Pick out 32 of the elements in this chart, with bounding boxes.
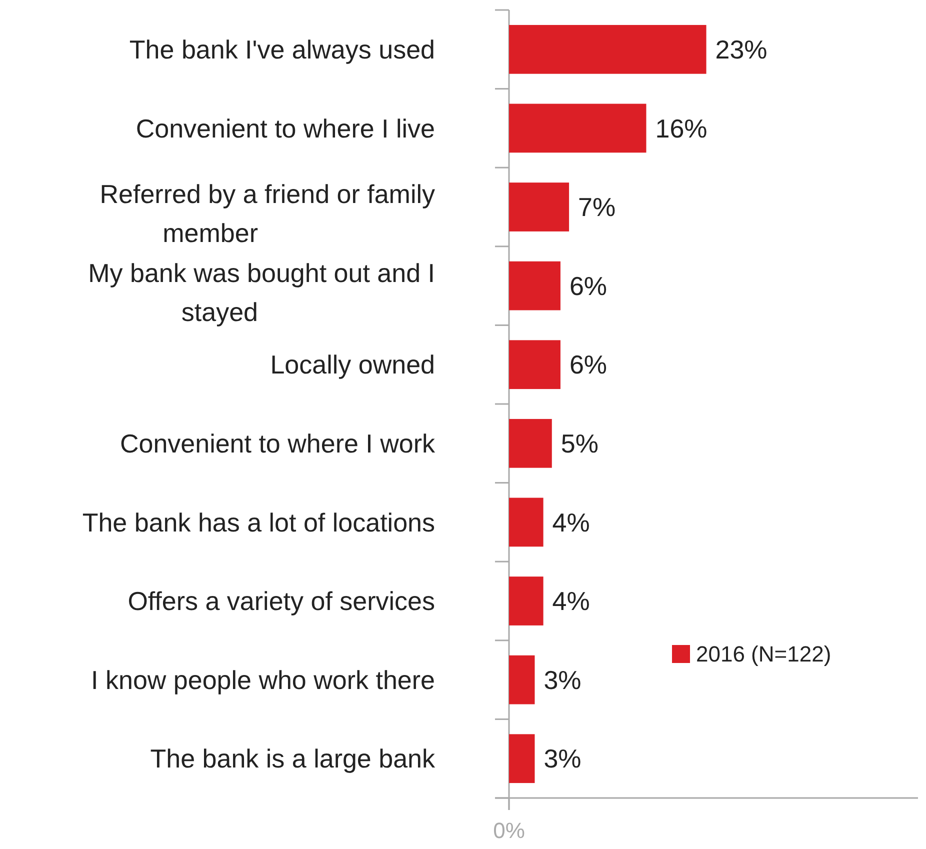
data-label: 6%: [569, 270, 608, 301]
data-label: 4%: [552, 507, 590, 538]
y-tick-label: Convenient to where I live: [136, 113, 435, 144]
y-tick-label: The bank has a lot of locations: [82, 507, 435, 538]
bar: [509, 576, 544, 626]
bar: [509, 498, 544, 547]
data-label: 23%: [715, 34, 768, 64]
data-label: 4%: [552, 586, 590, 616]
bar: [509, 104, 646, 153]
y-tick-label: Offers a variety of services: [128, 586, 435, 616]
y-tick-label: My bank was bought out and I stayed: [88, 258, 435, 327]
bar: [509, 655, 535, 704]
text: 0%: [493, 818, 525, 843]
legend-label: 2016 (N=122): [696, 642, 832, 667]
y-tick-label: Locally owned: [270, 350, 435, 380]
y-tick-label: The bank I've always used: [129, 34, 435, 64]
y-tick-label: Referred by a friend or family member: [100, 179, 435, 248]
bar: [509, 734, 535, 784]
y-tick-label: The bank is a large bank: [150, 744, 436, 774]
bar: [509, 261, 560, 310]
bar: [509, 24, 706, 74]
bar: [509, 418, 552, 468]
data-label: 3%: [544, 744, 582, 774]
y-tick-label: I know people who work there: [91, 664, 435, 695]
bar: [509, 182, 570, 232]
bar: [509, 340, 560, 390]
data-label: 5%: [560, 428, 598, 458]
data-label: 7%: [578, 192, 616, 222]
data-label: 6%: [569, 350, 608, 380]
data-label: 16%: [655, 113, 708, 144]
y-tick-label: Convenient to where I work: [120, 428, 436, 458]
data-label: 3%: [544, 664, 582, 695]
